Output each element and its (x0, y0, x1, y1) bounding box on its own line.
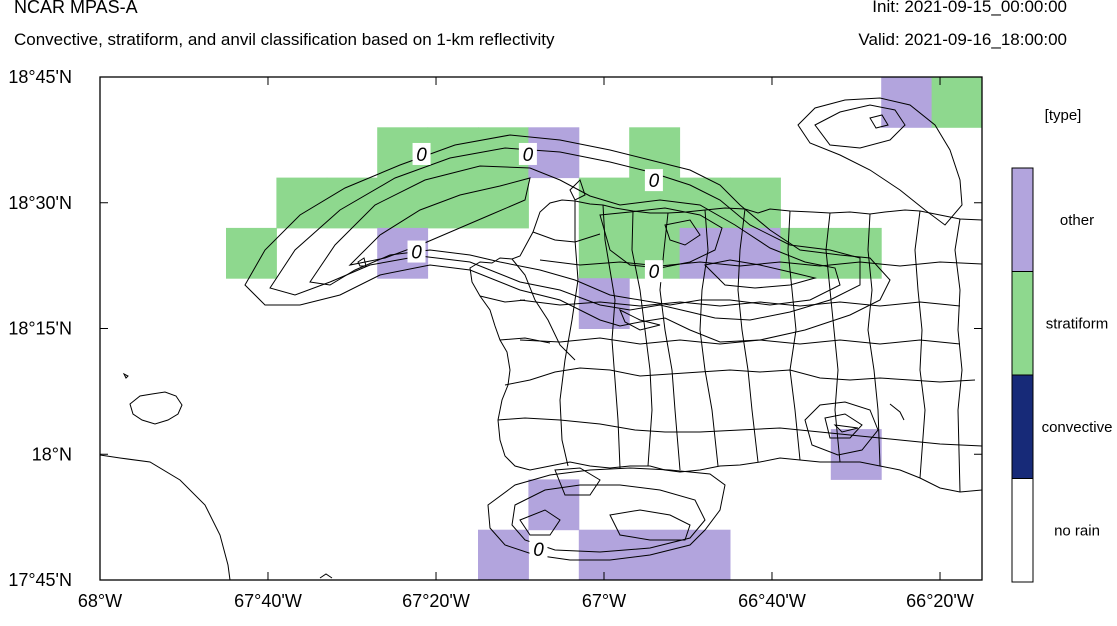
contour-label-bg (529, 537, 548, 560)
cell-stratiform (276, 177, 328, 229)
contour-label-bg (644, 169, 663, 192)
legend: [type] other stratiform convective no rain (1011, 107, 1113, 583)
cell-other (679, 529, 731, 580)
legend-swatch-other (1011, 167, 1034, 272)
y-tick-label: 18°30'N (8, 193, 72, 213)
cell-stratiform (377, 177, 429, 229)
cell-stratiform (478, 177, 529, 229)
map-subtitle: Convective, stratiform, and anvil classi… (14, 30, 555, 49)
valid-time: Valid: 2021-09-16_18:00:00 (858, 30, 1067, 49)
x-tick-label: 67°W (582, 591, 626, 611)
map-title: NCAR MPAS-A (14, 0, 138, 17)
legend-label: other (1060, 212, 1094, 229)
legend-swatch-stratiform (1011, 271, 1034, 376)
contour-label: 0 (533, 540, 544, 561)
contour-labels: 0 0 0 0 0 0 (407, 142, 663, 561)
x-tick-label: 67°40'W (234, 591, 302, 611)
cell-other (881, 77, 933, 128)
cell-stratiform (226, 227, 277, 279)
contour-label-bg (518, 142, 537, 165)
cell-other (730, 227, 781, 279)
classification-cells (226, 77, 982, 580)
cell-stratiform (931, 77, 982, 128)
contour-label: 0 (523, 145, 534, 166)
cell-other (578, 278, 630, 329)
contour-label: 0 (649, 262, 660, 283)
x-tick-label: 67°20'W (402, 591, 470, 611)
legend-label: convective (1042, 419, 1113, 436)
x-tick-label: 66°20'W (906, 591, 974, 611)
legend-title: [type] (1045, 107, 1082, 124)
legend-label: stratiform (1046, 315, 1109, 332)
y-tick-label: 18°N (32, 444, 72, 464)
cell-stratiform (427, 177, 479, 229)
contour-label-bg (407, 240, 426, 263)
x-tick-label: 68°W (78, 591, 122, 611)
y-tick-label: 17°45'N (8, 570, 72, 590)
contour-label: 0 (649, 171, 660, 192)
y-tick-label: 18°15'N (8, 319, 72, 339)
y-tick-label: 18°45'N (8, 67, 72, 87)
contour-label: 0 (411, 243, 422, 264)
contour-label-bg (644, 260, 663, 283)
legend-label: no rain (1054, 522, 1100, 539)
cell-stratiform (427, 127, 479, 179)
cell-stratiform (578, 227, 630, 279)
contour-label: 0 (416, 145, 427, 166)
x-tick-label: 66°40'W (738, 591, 806, 611)
map-axes: 68°W 67°40'W 67°20'W 67°W 66°40'W 66°20'W 18°4… (8, 67, 982, 611)
cell-other (528, 479, 580, 531)
legend-swatch-no-rain (1011, 478, 1034, 583)
legend-swatch-convective (1011, 374, 1034, 479)
cell-other (478, 529, 529, 580)
contour-label-bg (412, 142, 431, 165)
init-time: Init: 2021-09-15_00:00:00 (872, 0, 1067, 16)
reflectivity-contours (100, 97, 963, 580)
cell-stratiform (830, 227, 882, 279)
cell-other (578, 529, 630, 580)
